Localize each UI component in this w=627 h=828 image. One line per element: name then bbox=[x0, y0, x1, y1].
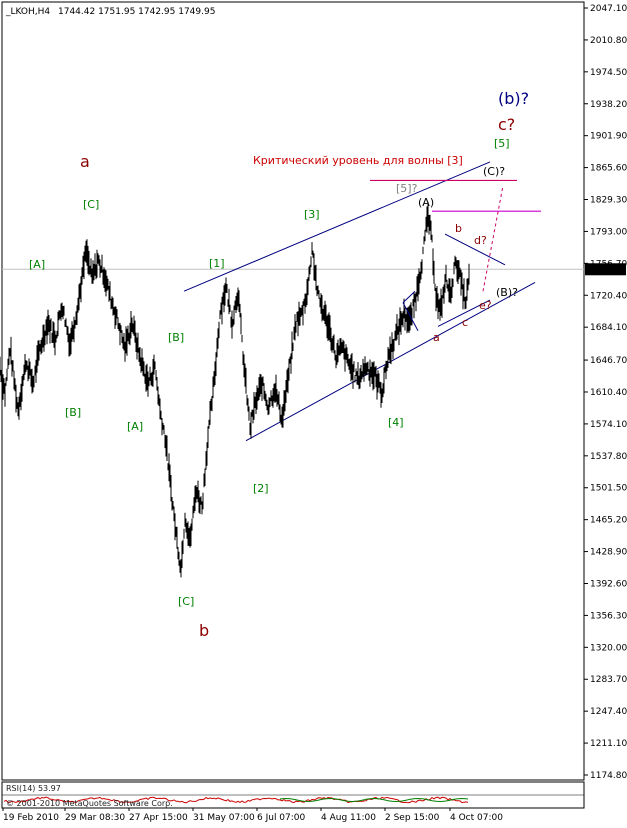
x-tick-label: 29 Mar 08:30 bbox=[65, 813, 125, 823]
y-tick-label: 1174.80 bbox=[590, 771, 627, 781]
y-tick-label: 1428.90 bbox=[590, 548, 627, 558]
wave-label: [2] bbox=[253, 482, 269, 495]
y-tick-label: 2010.80 bbox=[590, 36, 627, 46]
y-tick-label: 1793.00 bbox=[590, 227, 627, 237]
wave-label: [3] bbox=[304, 208, 320, 221]
plot-frame bbox=[1, 1, 585, 781]
wave-segment bbox=[444, 233, 506, 266]
chart-header-symbol: _LKOH,H4 bbox=[5, 7, 50, 17]
copyright-label: © 2001-2010 MetaQuotes Software Corp. bbox=[6, 799, 173, 808]
x-axis: 19 Feb 2010 29 Mar 08:30 27 Apr 15:00 31 Ma… bbox=[2, 808, 503, 823]
wave-label: [5]? bbox=[396, 182, 418, 195]
y-tick-label: 2047.10 bbox=[590, 4, 627, 14]
y-tick-label: 1901.90 bbox=[590, 132, 627, 142]
y-axis: 2047.10 2010.80 1974.50 1938.20 1901.90 1865.… bbox=[584, 4, 627, 781]
y-tick-label: 1501.50 bbox=[590, 484, 627, 494]
wave-label: d? bbox=[474, 234, 487, 247]
indicator-label: RSI(14) 53.97 bbox=[6, 784, 61, 793]
indicator-pane bbox=[3, 796, 469, 804]
y-tick-label: 1829.30 bbox=[590, 196, 627, 206]
wave-label: Критический уровень для волны [3] bbox=[253, 154, 463, 167]
y-tick-label: 1646.70 bbox=[590, 356, 627, 366]
x-tick-label: 27 Apr 15:00 bbox=[129, 813, 188, 823]
y-tick-label: 1938.20 bbox=[590, 100, 627, 110]
wave-label: b bbox=[455, 222, 462, 235]
wave-label: [5] bbox=[494, 137, 510, 150]
wave-label: (A) bbox=[418, 196, 434, 209]
wave-label: [B] bbox=[65, 406, 81, 419]
wave-segment bbox=[402, 290, 416, 304]
trend-line bbox=[183, 161, 491, 292]
y-tick-label: 1211.10 bbox=[590, 739, 627, 749]
x-tick-label: 4 Aug 11:00 bbox=[321, 813, 376, 823]
wave-label: [C] bbox=[178, 595, 194, 608]
price-series bbox=[0, 201, 470, 578]
y-tick-label: 1574.10 bbox=[590, 420, 627, 430]
wave-label: (b)? bbox=[498, 89, 529, 108]
y-tick-label: 1974.50 bbox=[590, 68, 627, 78]
y-tick-label: 1320.00 bbox=[590, 643, 627, 653]
wave-label: [B] bbox=[168, 331, 184, 344]
price-bars bbox=[0, 201, 470, 578]
chart-header-ohlc: 1744.42 1751.95 1742.95 1749.95 bbox=[58, 7, 215, 17]
wave-label: e? bbox=[479, 299, 492, 312]
y-tick-label: 1356.30 bbox=[590, 611, 627, 621]
wave-label: c bbox=[462, 316, 468, 329]
x-tick-label: 6 Jul 07:00 bbox=[257, 813, 306, 823]
y-tick-label: 1865.60 bbox=[590, 164, 627, 174]
x-tick-label: 4 Oct 07:00 bbox=[450, 813, 503, 823]
wave-annotations: a [C] [A] [B] [B] [A] [1] [2] [3] [4] [5] [C] b (b)? c… bbox=[29, 89, 529, 640]
wave-label: (B)? bbox=[496, 286, 518, 299]
wave-label: a bbox=[433, 331, 440, 344]
indicator-line-2 bbox=[279, 797, 469, 803]
wave-label: c? bbox=[498, 115, 515, 134]
y-tick-label: 1537.80 bbox=[590, 452, 627, 462]
wave-label: [4] bbox=[388, 416, 404, 429]
y-tick-label: 1684.10 bbox=[590, 323, 627, 333]
x-tick-label: 31 May 07:00 bbox=[193, 813, 255, 823]
y-tick-label: 1392.60 bbox=[590, 579, 627, 589]
wave-label: [A] bbox=[127, 420, 143, 433]
y-tick-label: 1610.40 bbox=[590, 388, 627, 398]
wave-segment bbox=[437, 299, 491, 327]
wave-label: b bbox=[199, 621, 209, 640]
y-tick-label: 1283.70 bbox=[590, 675, 627, 685]
wave-label: [C] bbox=[83, 198, 99, 211]
y-tick-label: 1247.40 bbox=[590, 707, 627, 717]
indicator-line bbox=[3, 796, 469, 804]
current-price-box bbox=[585, 263, 626, 276]
current-price-label: 1749.95 bbox=[589, 265, 626, 275]
wave-label: [A] bbox=[29, 258, 45, 271]
wave-label: (C)? bbox=[483, 165, 505, 178]
x-tick-label: 2 Sep 15:00 bbox=[385, 813, 440, 823]
y-tick-label: 1720.40 bbox=[590, 291, 627, 301]
wave-marks bbox=[402, 185, 506, 332]
wave-segment bbox=[402, 302, 419, 332]
wave-label: a bbox=[80, 152, 90, 171]
x-tick-label: 19 Feb 2010 bbox=[3, 813, 59, 823]
y-tick-label: 1465.20 bbox=[590, 516, 627, 526]
wave-label: [1] bbox=[209, 257, 225, 270]
